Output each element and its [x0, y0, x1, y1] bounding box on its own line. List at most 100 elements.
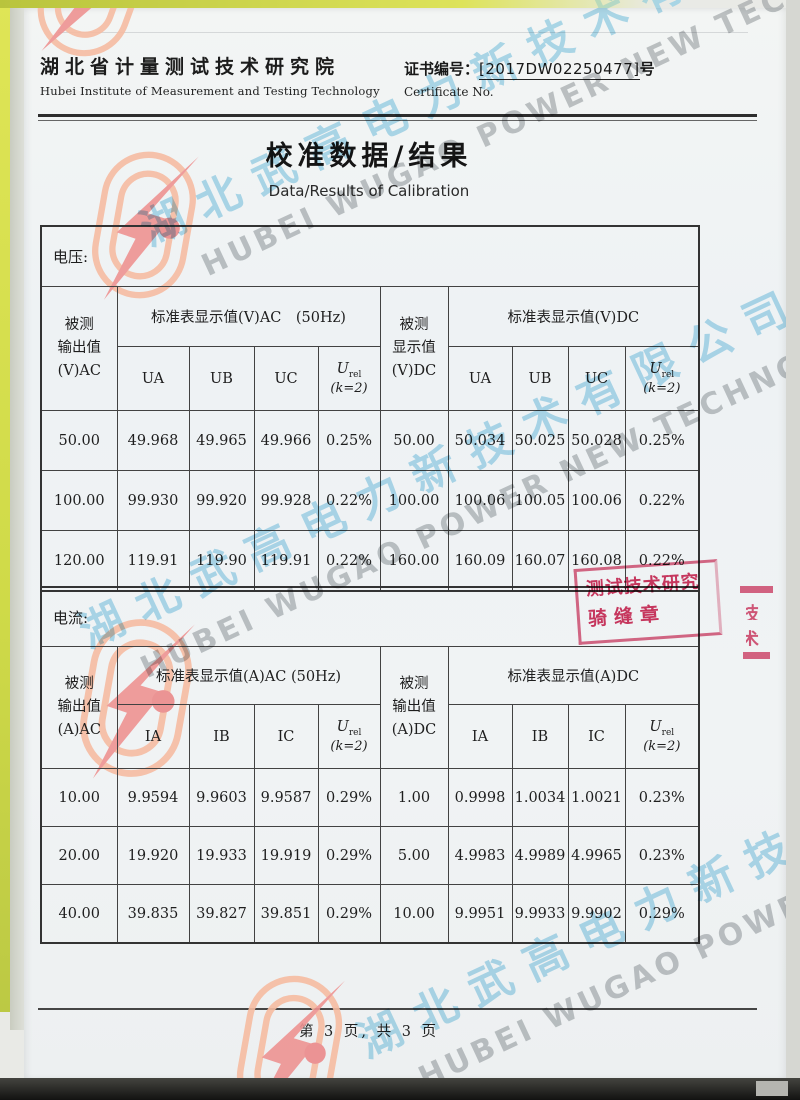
watermark-text-cn: 湖北武高电力新技术有限公司 [132, 0, 800, 257]
column-header-urel: Urel (k=2) [317, 704, 381, 769]
table-cell: 0.9998 [447, 768, 513, 827]
table-cell: 4.9989 [511, 826, 569, 885]
table-cell: 39.827 [188, 884, 255, 944]
stamp-half-characters: 技 术 [746, 604, 759, 646]
group-header-dc: 标准表显示值(V)DC [447, 286, 700, 347]
table-cell: 50.028 [567, 410, 626, 471]
column-header: IB [511, 704, 569, 769]
table-row: 120.00 119.91 119.90 119.91 0.22% 160.00 160.0… [40, 530, 700, 592]
table-cell: 100.00 [40, 470, 118, 531]
column-header: 被测 显示值 (V)DC [379, 286, 449, 411]
table-cell: 10.00 [379, 884, 449, 944]
stamp-bar [740, 586, 773, 593]
issuer-name-en: Hubei Institute of Measurement and Testi… [40, 84, 380, 98]
column-header: UC [253, 346, 319, 411]
certificate-number-value: [2017DW02250477] [479, 60, 640, 80]
table-cell: 119.91 [253, 530, 319, 592]
riding-seal-edge-fragment: 技 术 [740, 586, 776, 670]
scan-edge-bottom [0, 1078, 800, 1100]
table-cell: 160.00 [379, 530, 449, 592]
table-cell: 100.05 [511, 470, 569, 531]
column-header: IA [116, 704, 190, 769]
column-header: 被测 输出值 (V)AC [40, 286, 118, 411]
table-cell: 9.9587 [253, 768, 319, 827]
column-header: 被测 输出值 (A)AC [40, 646, 118, 769]
table-cell: 99.920 [188, 470, 255, 531]
table-cell: 49.966 [253, 410, 319, 471]
current-table: 电流: 被测 输出值 (A)AC 标准表显示值(A)AC (50Hz) 被测 输… [40, 586, 701, 944]
table-cell: 9.9951 [447, 884, 513, 944]
scan-edge-top [0, 0, 660, 8]
table-cell: 99.928 [253, 470, 319, 531]
table-cell: 10.00 [40, 768, 118, 827]
certificate-number-label-en: Certificate No. [404, 85, 494, 99]
table-cell: 0.29% [317, 826, 381, 885]
certificate-number-block: 证书编号：[2017DW02250477]号 Certificate No. [404, 58, 655, 99]
footer-divider [38, 1008, 757, 1010]
table-cell: 0.22% [624, 470, 700, 531]
table-cell: 0.22% [317, 470, 381, 531]
table-cell: 160.07 [511, 530, 569, 592]
table-row: 电压: [40, 225, 700, 287]
table-cell: 0.23% [624, 768, 700, 827]
table-cell: 50.025 [511, 410, 569, 471]
table-row: IA IB IC Urel (k=2) IA IB IC Urel (k=2) [41, 704, 700, 769]
table-cell: 99.930 [116, 470, 190, 531]
table-cell: 0.23% [624, 826, 700, 885]
column-header: UC [567, 346, 626, 411]
header-divider [38, 114, 757, 121]
table-cell: 9.9603 [188, 768, 255, 827]
issuer-block: 湖北省计量测试技术研究院 Hubei Institute of Measurem… [40, 52, 380, 98]
table-cell: 100.00 [379, 470, 449, 531]
underlying-page-edge [58, 32, 748, 33]
column-header: UB [511, 346, 569, 411]
stamp-text-line2: 骑缝章 [587, 602, 667, 631]
column-header: IC [253, 704, 319, 769]
group-header-ac: 标准表显示值(V)AC (50Hz) [116, 286, 381, 347]
column-header-urel: Urel (k=2) [624, 346, 700, 411]
scan-edge-right [786, 0, 800, 1100]
scan-edge-left [0, 0, 10, 1012]
certificate-number-label: 证书编号： [404, 60, 480, 78]
column-header: IB [188, 704, 255, 769]
column-header: 被测 输出值 (A)DC [379, 646, 449, 769]
column-header: IC [567, 704, 626, 769]
table-cell: 160.09 [447, 530, 513, 592]
table-cell: 19.933 [188, 826, 255, 885]
page-title: 校准数据/结果 [265, 141, 473, 172]
table-cell: 5.00 [379, 826, 449, 885]
table-cell: 0.25% [317, 410, 381, 471]
table-cell: 9.9594 [116, 768, 190, 827]
scan-edge-bottom-patch [756, 1081, 788, 1096]
page-number: 第 3 页, 共 3 页 [298, 1024, 440, 1040]
table-cell: 100.06 [567, 470, 626, 531]
column-header: UA [116, 346, 190, 411]
scan-edge-left-gray [10, 0, 24, 1030]
table-cell: 0.29% [624, 884, 700, 944]
table-cell: 0.22% [317, 530, 381, 592]
issuer-name-cn: 湖北省计量测试技术研究院 [40, 56, 341, 78]
table-cell: 49.968 [116, 410, 190, 471]
table-cell: 19.919 [253, 826, 319, 885]
table-row: 10.00 9.9594 9.9603 9.9587 0.29% 1.00 0.9998 1.… [40, 768, 700, 827]
table-cell: 4.9983 [447, 826, 513, 885]
table-cell: 49.965 [188, 410, 255, 471]
column-header: UA [447, 346, 513, 411]
table-row: 50.00 49.968 49.965 49.966 0.25% 50.00 50.034 5… [40, 410, 700, 471]
table-cell: 119.91 [116, 530, 190, 592]
table-cell: 40.00 [40, 884, 118, 944]
table-cell: 50.034 [447, 410, 513, 471]
table-cell: 39.835 [116, 884, 190, 944]
group-header-ac: 标准表显示值(A)AC (50Hz) [116, 646, 381, 705]
table-row: 被测 输出值 (A)AC 标准表显示值(A)AC (50Hz) 被测 输出值 (… [40, 646, 700, 769]
table-cell: 1.00 [379, 768, 449, 827]
table-cell: 9.9902 [567, 884, 626, 944]
table-cell: 20.00 [40, 826, 118, 885]
table-cell: 120.00 [40, 530, 118, 592]
column-header: UB [188, 346, 255, 411]
certificate-number-suffix: 号 [639, 60, 655, 78]
column-header: IA [447, 704, 513, 769]
table-cell: 9.9933 [511, 884, 569, 944]
column-header-urel: Urel (k=2) [317, 346, 381, 411]
